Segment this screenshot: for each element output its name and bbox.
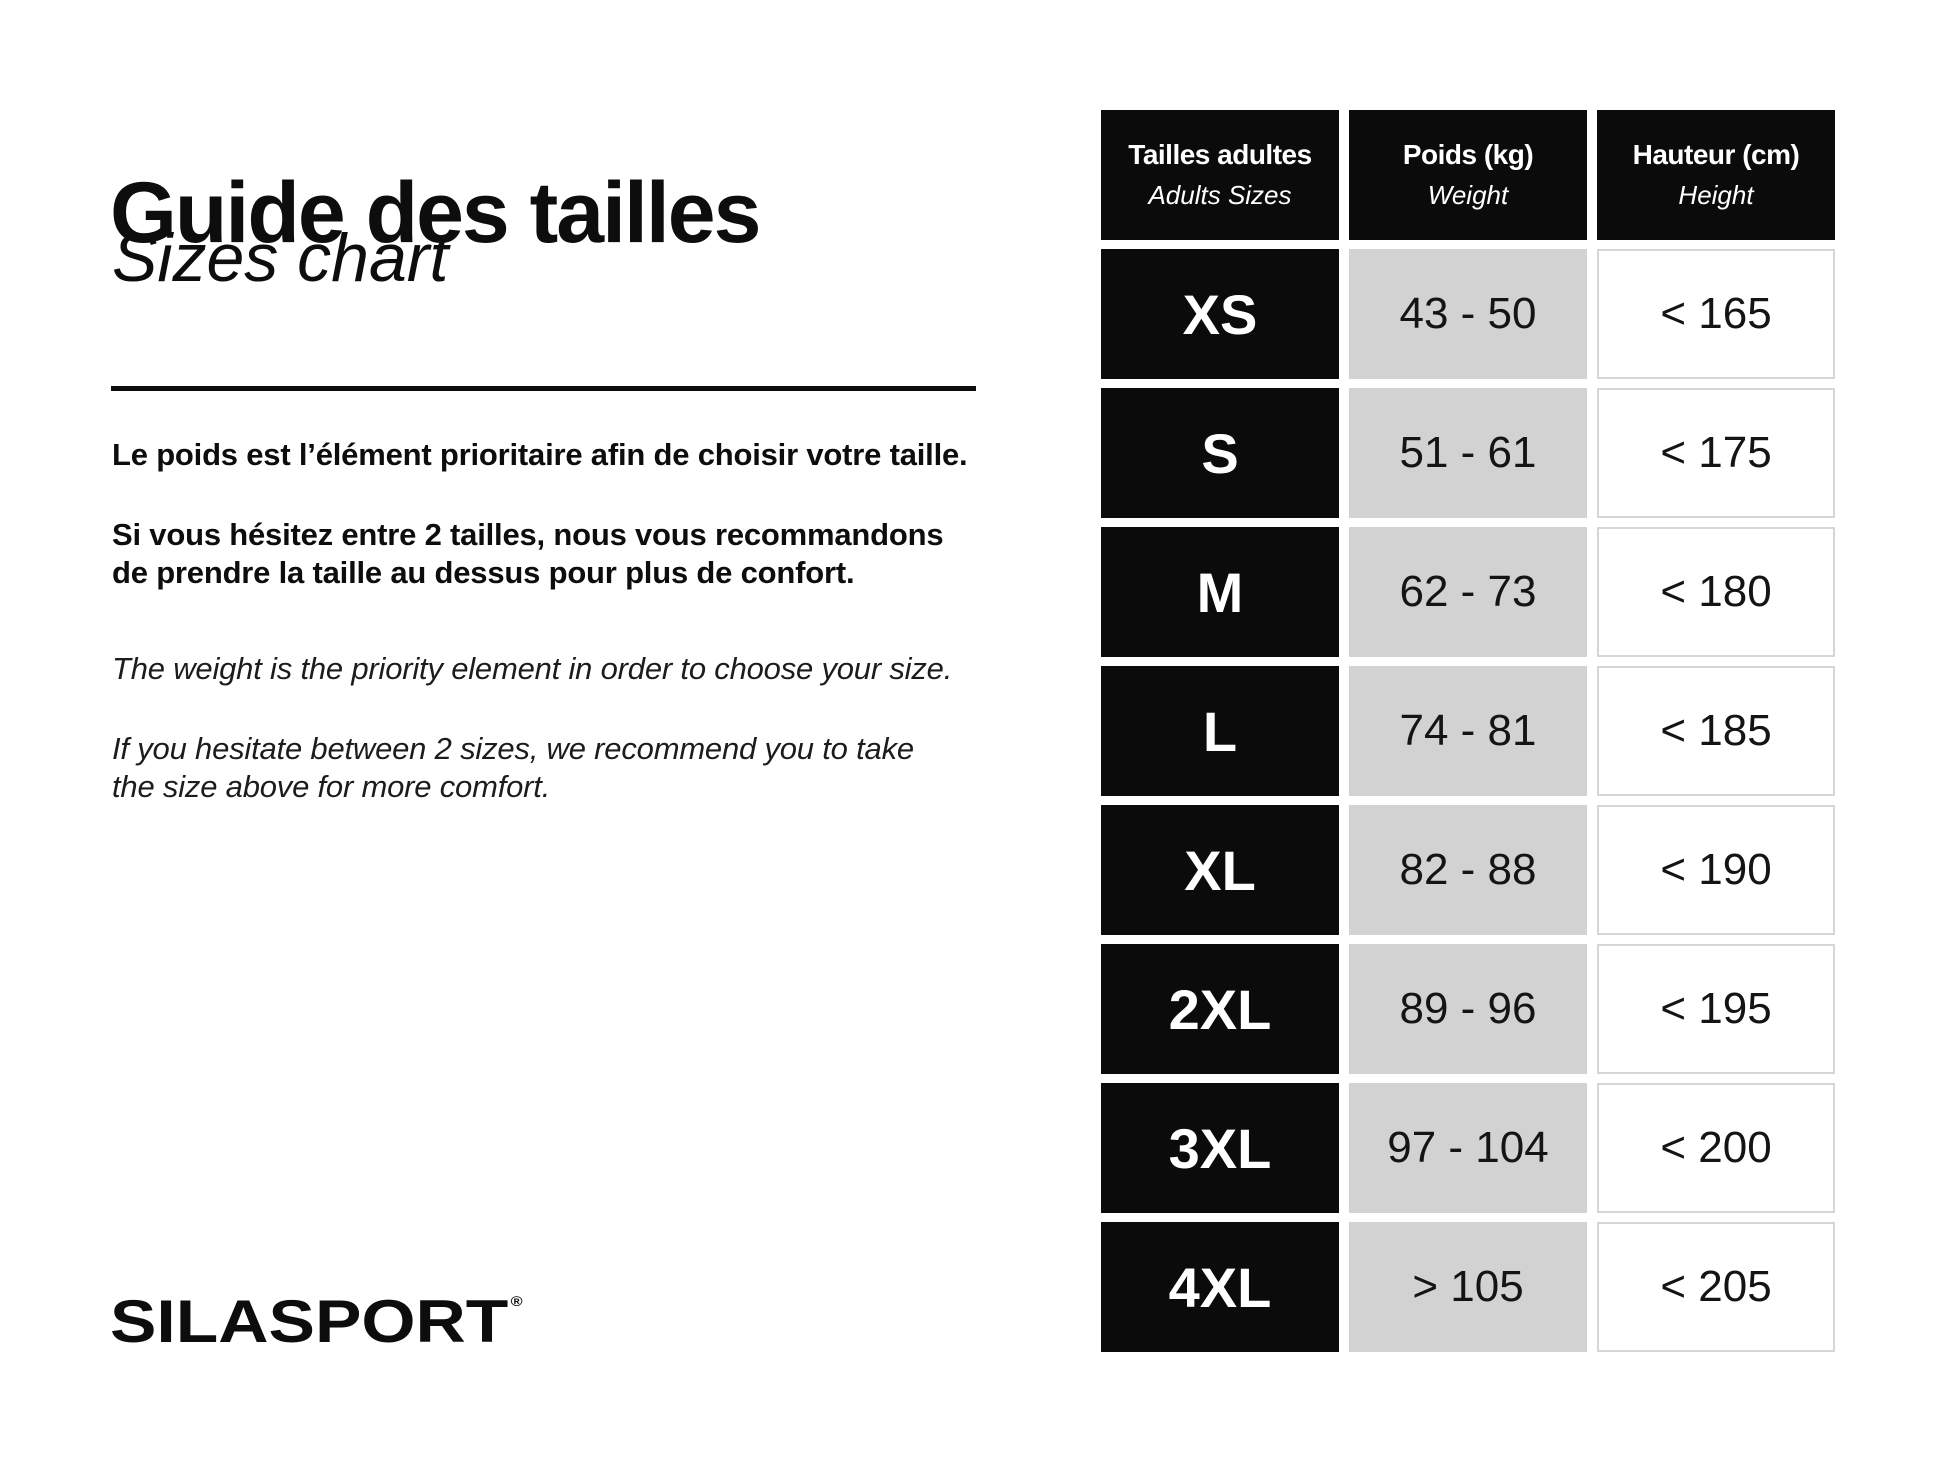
column-header-height: Hauteur (cm) Height [1597,110,1835,240]
size-label-cell: M [1101,527,1339,657]
column-header-fr-label: Poids (kg) [1402,139,1534,170]
weight-range-cell: 62 - 73 [1349,527,1587,657]
size-label-cell: XL [1101,805,1339,935]
height-limit-cell: < 200 [1597,1083,1835,1213]
page-title: Guide des tailles [110,164,761,261]
brand-logo: SILASPORT ® [110,1292,523,1352]
column-header-weight: Poids (kg) Weight [1349,110,1587,240]
note-fr-hesitate: Si vous hésitez entre 2 tailles, nous vo… [112,517,944,590]
column-header-fr-label: Tailles adultes [1128,139,1312,170]
weight-range-cell: 82 - 88 [1349,805,1587,935]
column-header-en-label: Adults Sizes [1148,180,1292,210]
registered-trademark-icon: ® [510,1293,523,1309]
weight-range-cell: 74 - 81 [1349,666,1587,796]
size-label-cell: 3XL [1101,1083,1339,1213]
note-en-hesitate: If you hesitate between 2 sizes, we reco… [112,731,914,804]
page-subtitle: Sizes chart [112,220,449,296]
sizes-table: Tailles adultes Adults Sizes Poids (kg) … [1101,110,1835,1352]
height-limit-cell: < 190 [1597,805,1835,935]
column-header-en-label: Height [1678,180,1754,210]
size-label-cell: 4XL [1101,1222,1339,1352]
note-fr-weight-priority: Le poids est l’élément prioritaire afin … [112,437,968,472]
height-limit-cell: < 185 [1597,666,1835,796]
weight-range-cell: 51 - 61 [1349,388,1587,518]
size-label-cell: XS [1101,249,1339,379]
column-header-adult-sizes: Tailles adultes Adults Sizes [1101,110,1339,240]
height-limit-cell: < 165 [1597,249,1835,379]
height-limit-cell: < 195 [1597,944,1835,1074]
note-en-weight-priority: The weight is the priority element in or… [112,651,953,686]
size-label-cell: L [1101,666,1339,796]
size-label-cell: S [1101,388,1339,518]
brand-logo-text: SILASPORT [110,1288,509,1355]
column-header-en-label: Weight [1427,180,1509,210]
height-limit-cell: < 205 [1597,1222,1835,1352]
weight-range-cell: > 105 [1349,1222,1587,1352]
weight-range-cell: 43 - 50 [1349,249,1587,379]
height-limit-cell: < 180 [1597,527,1835,657]
weight-range-cell: 97 - 104 [1349,1083,1587,1213]
column-header-fr-label: Hauteur (cm) [1632,139,1800,170]
size-label-cell: 2XL [1101,944,1339,1074]
height-limit-cell: < 175 [1597,388,1835,518]
weight-range-cell: 89 - 96 [1349,944,1587,1074]
divider [111,386,976,391]
